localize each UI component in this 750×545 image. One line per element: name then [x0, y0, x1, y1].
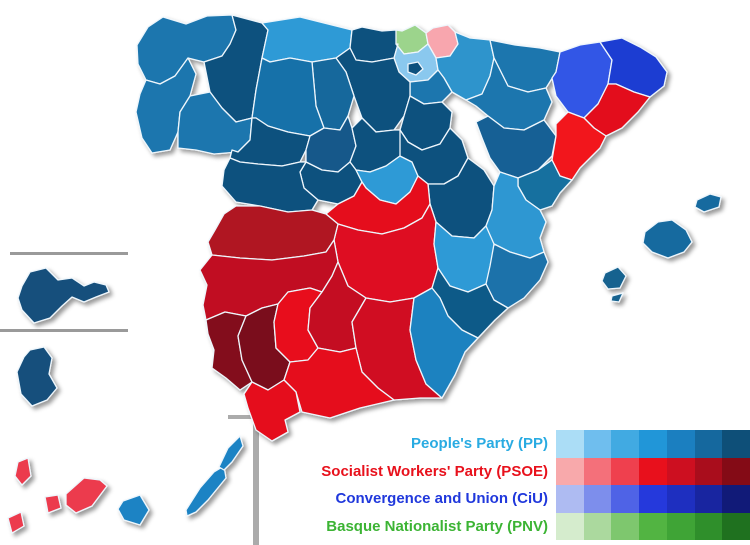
province-cantabria — [349, 26, 399, 63]
legend-row-ciu: Convergence and Union (CiU) — [0, 485, 750, 513]
legend-shade-scale-ciu — [556, 485, 750, 513]
province-almeria — [409, 287, 479, 399]
island-fuerteventura — [185, 465, 227, 517]
legend-row-pnv: Basque Nationalist Party (PNV) — [0, 512, 750, 540]
legend-shade-swatch — [666, 512, 695, 540]
island-ibiza — [601, 266, 627, 290]
legend-shade-swatch — [611, 512, 640, 540]
legend-shade-swatch — [556, 512, 584, 540]
legend-shade-swatch — [639, 512, 667, 540]
legend-shade-swatch — [639, 485, 667, 513]
legend-shade-swatch — [583, 430, 612, 458]
legend-shade-swatch — [694, 485, 723, 513]
legend-shade-swatch — [694, 457, 723, 485]
island-tenerife — [65, 477, 108, 514]
legend-shade-swatch — [611, 430, 640, 458]
inset-frame-lines — [0, 252, 261, 545]
legend-shade-swatch — [583, 512, 612, 540]
canary-inset-top-border — [228, 415, 261, 419]
province-barcelona — [583, 83, 651, 137]
province-valencia — [485, 171, 547, 259]
legend-shade-swatch — [666, 485, 695, 513]
province-tarragona — [551, 111, 607, 181]
legend-label-pnv: Basque Nationalist Party (PNV) — [326, 517, 548, 535]
legend-shade-swatch — [666, 430, 695, 458]
province-asturias — [261, 16, 353, 63]
legend-shade-swatch — [694, 512, 723, 540]
province-trevino-enclave — [407, 61, 424, 76]
island-formentera — [610, 292, 624, 303]
province-girona — [599, 37, 668, 98]
inset-melilla — [16, 346, 58, 407]
island-el-hierro — [7, 511, 25, 534]
legend-shade-swatch — [556, 485, 584, 513]
inset-divider-top — [10, 252, 128, 255]
legend-shade-scale-psoe — [556, 457, 750, 485]
legend-shade-swatch — [722, 430, 750, 458]
legend-shade-swatch — [666, 457, 695, 485]
legend-shade-swatch — [694, 430, 723, 458]
legend-shade-scale-pp — [556, 430, 750, 458]
legend-shade-swatch — [556, 457, 584, 485]
legend-row-pp: People's Party (PP) — [0, 430, 750, 458]
island-la-palma — [14, 457, 32, 486]
province-alicante — [485, 243, 549, 309]
legend-row-psoe: Socialist Workers' Party (PSOE) — [0, 457, 750, 485]
canary-inset-right-border — [253, 415, 259, 545]
legend-shade-scale-pnv — [556, 512, 750, 540]
island-la-gomera — [44, 494, 62, 514]
province-huelva — [205, 311, 253, 391]
legend-label-pp: People's Party (PP) — [411, 435, 548, 452]
legend-shade-swatch — [583, 485, 612, 513]
legend-shade-swatch — [722, 512, 750, 540]
legend-shade-swatch — [611, 485, 640, 513]
legend-shade-swatch — [583, 457, 612, 485]
province-caceres — [207, 205, 339, 261]
legend-label-psoe: Socialist Workers' Party (PSOE) — [321, 462, 548, 480]
landmass-group — [7, 14, 722, 534]
legend-label-ciu: Convergence and Union (CiU) — [335, 490, 548, 507]
legend-shade-swatch — [556, 430, 584, 458]
island-menorca — [694, 193, 722, 213]
island-mallorca — [642, 219, 693, 259]
island-gran-canaria — [117, 494, 150, 526]
province-cadiz — [243, 379, 301, 442]
legend-shade-swatch — [611, 457, 640, 485]
legend-shade-swatch — [722, 457, 750, 485]
legend-shade-swatch — [639, 430, 667, 458]
island-lanzarote — [218, 435, 244, 471]
inset-ceuta — [17, 267, 110, 324]
province-salamanca — [221, 157, 319, 213]
legend-shade-swatch — [639, 457, 667, 485]
inset-divider-bottom — [0, 329, 128, 332]
legend-shade-swatch — [722, 485, 750, 513]
